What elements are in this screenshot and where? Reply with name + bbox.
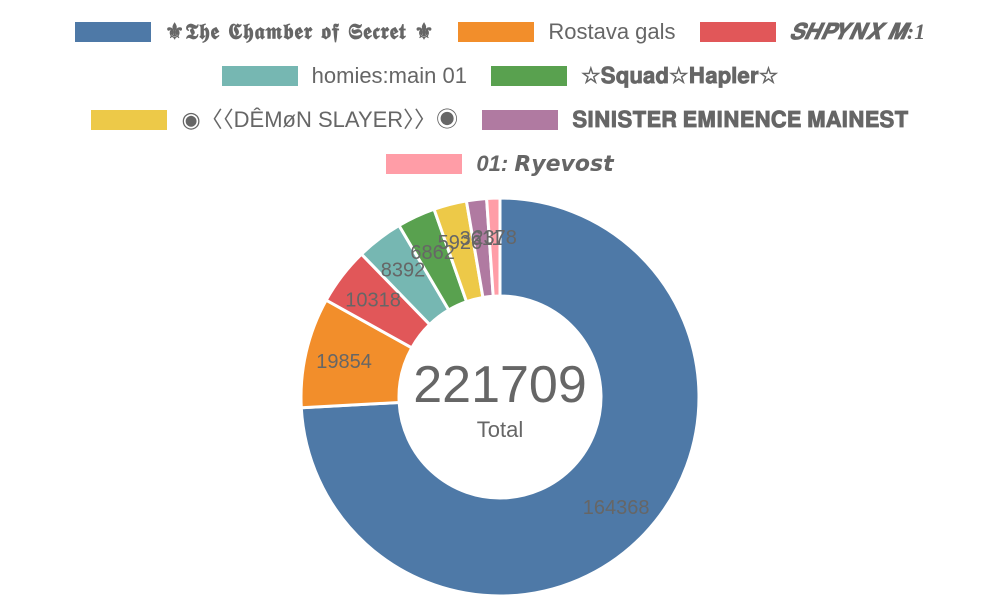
legend-label: homies:main 01 [311,63,467,88]
legend-row-1: ⚜𝕿𝖍𝖊 𝕮𝖍𝖆𝖒𝖇𝖊𝖗 𝖔𝖋 𝕾𝖊𝖈𝖗𝖊𝖙 ⚜ Rostava gals 𝑺𝑯… [0,17,1000,47]
legend-swatch [74,22,151,42]
legend-item-demon-slayer[interactable]: ◉〈〈DÊMøN SLAYER〉〉◉ [91,105,458,135]
legend-label: 𝑺𝑯𝑷𝒀𝑵𝑿 𝑴:1 [789,19,926,44]
slice-value-label: 2378 [472,227,517,249]
legend-item-squad-hapler[interactable]: ☆𝐒𝐪𝐮𝐚𝐝☆𝐇𝐚𝐩𝐥𝐞𝐫☆ [490,61,779,91]
legend-row-2: homies:main 01 ☆𝐒𝐪𝐮𝐚𝐝☆𝐇𝐚𝐩𝐥𝐞𝐫☆ [0,61,1000,91]
legend-swatch [458,22,535,42]
legend-label: ☆𝐒𝐪𝐮𝐚𝐝☆𝐇𝐚𝐩𝐥𝐞𝐫☆ [580,63,779,88]
chart-legend: ⚜𝕿𝖍𝖊 𝕮𝖍𝖆𝖒𝖇𝖊𝖗 𝖔𝖋 𝕾𝖊𝖈𝖗𝖊𝖙 ⚜ Rostava gals 𝑺𝑯… [0,0,1000,190]
slice-value-label: 10318 [345,290,401,312]
legend-swatch [699,22,776,42]
legend-swatch [490,66,567,86]
legend-swatch [91,110,168,130]
legend-item-chamber-of-secret[interactable]: ⚜𝕿𝖍𝖊 𝕮𝖍𝖆𝖒𝖇𝖊𝖗 𝖔𝖋 𝕾𝖊𝖈𝖗𝖊𝖙 ⚜ [74,17,435,47]
legend-swatch [221,66,298,86]
center-caption: Total [477,417,523,442]
legend-item-ryevost[interactable]: 01: 𝙍𝙮𝙚𝙫𝙤𝙨𝙩 [386,149,614,179]
slice-value-label: 8392 [381,260,426,282]
chart-slices [299,196,701,598]
donut-slice[interactable] [299,196,701,598]
legend-item-rostava-gals[interactable]: Rostava gals [458,17,676,47]
legend-label: ⚜𝕿𝖍𝖊 𝕮𝖍𝖆𝖒𝖇𝖊𝖗 𝖔𝖋 𝕾𝖊𝖈𝖗𝖊𝖙 ⚜ [164,19,435,45]
legend-row-4: 01: 𝙍𝙮𝙚𝙫𝙤𝙨𝙩 [0,149,1000,179]
legend-row-3: ◉〈〈DÊMøN SLAYER〉〉◉ 𝐒𝐈𝐍𝐈𝐒𝐓𝐄𝐑 𝐄𝐌𝐈𝐍𝐄𝐍𝐂𝐄 𝐌𝐀𝐈… [0,105,1000,135]
donut-slice[interactable] [485,196,502,298]
legend-swatch [482,110,559,130]
legend-label: Rostava gals [548,19,676,44]
slice-value-label: 5926 [438,232,483,254]
legend-item-shpynx[interactable]: 𝑺𝑯𝑷𝒀𝑵𝑿 𝑴:1 [699,17,926,47]
slice-value-label: 6862 [410,242,455,264]
legend-label: 𝐒𝐈𝐍𝐈𝐒𝐓𝐄𝐑 𝐄𝐌𝐈𝐍𝐄𝐍𝐂𝐄 𝐌𝐀𝐈𝐍𝐄𝐒𝐓 [572,107,909,132]
legend-item-homies-main[interactable]: homies:main 01 [221,61,467,91]
slice-value-label: 19854 [316,351,372,373]
legend-label: 01: 𝙍𝙮𝙚𝙫𝙤𝙨𝙩 [476,151,614,176]
slice-value-label: 164368 [583,497,650,519]
slice-value-label: 3611 [460,228,503,250]
center-total: 221709 [413,356,587,414]
legend-swatch [386,154,463,174]
legend-item-sinister-eminence[interactable]: 𝐒𝐈𝐍𝐈𝐒𝐓𝐄𝐑 𝐄𝐌𝐈𝐍𝐄𝐍𝐂𝐄 𝐌𝐀𝐈𝐍𝐄𝐒𝐓 [482,105,909,135]
legend-label: ◉〈〈DÊMøN SLAYER〉〉◉ [181,107,459,132]
